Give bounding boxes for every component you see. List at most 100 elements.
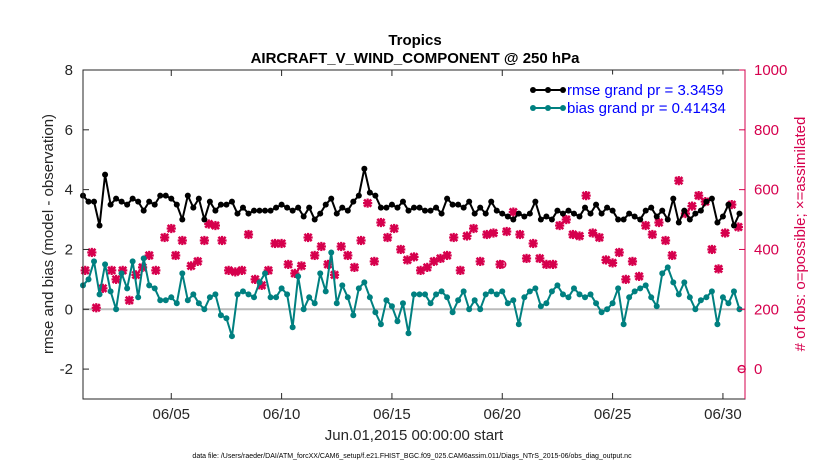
bias-point	[730, 288, 737, 295]
right-y-tick-label: 400	[754, 241, 779, 258]
bias-point	[565, 294, 572, 301]
obs-assimilated-marker	[660, 235, 671, 246]
rmse-point	[372, 192, 379, 199]
bias-point	[262, 270, 269, 277]
left-y-tick-label: 0	[65, 301, 73, 318]
rmse-point	[102, 171, 109, 178]
rmse-point	[670, 195, 677, 202]
rmse-point	[228, 198, 235, 205]
bias-point	[124, 285, 131, 292]
bias-point	[339, 282, 346, 289]
bias-point	[102, 261, 109, 268]
bias-point	[228, 333, 235, 340]
obs-assimilated-marker	[409, 252, 419, 262]
rmse-point	[184, 192, 191, 199]
obs-assimilated-marker	[277, 238, 287, 249]
bias-point	[670, 279, 677, 286]
bias-point	[725, 300, 732, 307]
bias-point	[96, 291, 103, 298]
rmse-point	[179, 216, 186, 223]
bias-point	[504, 300, 511, 307]
rmse-point	[504, 213, 511, 220]
rmse-point	[488, 198, 495, 205]
rmse-point	[388, 201, 395, 208]
rmse-point	[587, 210, 594, 217]
obs-assimilated-marker	[193, 256, 203, 267]
bias-point	[245, 291, 252, 298]
obs-assimilated-marker	[80, 265, 90, 275]
bias-point	[444, 294, 451, 301]
rmse-point	[306, 204, 313, 211]
obs-assimilated-marker	[608, 258, 618, 268]
bias-point	[559, 291, 566, 298]
bias-point	[333, 300, 340, 307]
bias-point	[455, 297, 462, 304]
bias-point	[372, 309, 379, 316]
rmse-point	[311, 216, 318, 223]
obs-assimilated-marker	[634, 271, 644, 281]
bias-point	[708, 288, 715, 295]
bias-point	[151, 285, 158, 292]
rmse-point	[444, 195, 451, 202]
bias-point	[399, 300, 406, 307]
obs-assimilated-marker	[535, 253, 545, 264]
data-file-footnote: data file: /Users/raeder/DAI/ATM_forcXX/…	[192, 453, 632, 460]
rmse-point	[405, 207, 412, 214]
rmse-point	[239, 204, 246, 211]
rmse-point	[151, 201, 158, 208]
obs-assimilated-marker	[111, 274, 121, 284]
rmse-point	[697, 207, 704, 214]
bias-point	[366, 294, 373, 301]
bias-point	[289, 324, 296, 331]
rmse-point	[615, 216, 622, 223]
bias-point	[146, 282, 153, 289]
right-y-tick-label: 1000	[754, 62, 787, 79]
x-tick-label: 06/10	[263, 406, 301, 423]
obs-assimilated-marker	[389, 223, 399, 234]
rmse-point	[664, 216, 671, 223]
rmse-point	[675, 219, 682, 226]
bias-point	[107, 288, 114, 295]
legend-bias-marker	[560, 105, 566, 111]
rmse-point	[273, 204, 280, 211]
bias-point	[284, 291, 291, 298]
rmse-point	[262, 207, 269, 214]
rmse-point	[559, 210, 566, 217]
rmse-point	[295, 204, 302, 211]
bias-point	[570, 285, 577, 292]
obs-assimilated-marker	[349, 262, 360, 272]
obs-assimilated-marker	[107, 265, 117, 275]
bias-point	[223, 315, 230, 322]
rmse-point	[714, 219, 721, 226]
rmse-point	[477, 204, 484, 211]
bias-point	[466, 306, 473, 313]
chart-subtitle: AIRCRAFT_V_WIND_COMPONENT @ 250 hPa	[251, 50, 581, 67]
rmse-point	[460, 204, 467, 211]
bias-point	[593, 300, 600, 307]
bias-point	[554, 282, 561, 289]
bias-point	[140, 255, 147, 262]
obs-assimilated-marker	[376, 217, 386, 228]
rmse-point	[736, 210, 743, 217]
bias-point	[388, 303, 395, 310]
obs-assimilated-marker	[581, 191, 591, 201]
obs-assimilated-marker	[160, 232, 170, 243]
rmse-point	[267, 207, 274, 214]
rmse-point	[339, 204, 346, 211]
bias-point	[521, 294, 528, 301]
legend-rmse-label: rmse grand pr = 3.3459	[567, 82, 723, 99]
plot-area	[80, 69, 746, 400]
bias-point	[620, 321, 627, 328]
left-y-tick-label: 2	[65, 241, 73, 258]
bias-point	[648, 294, 655, 301]
rmse-point	[206, 198, 213, 205]
bias-point	[604, 306, 611, 313]
rmse-point	[91, 198, 98, 205]
bias-point	[609, 300, 616, 307]
rmse-point	[212, 207, 219, 214]
bias-point	[85, 276, 92, 283]
bias-point	[344, 294, 351, 301]
rmse-point	[609, 207, 616, 214]
obs-assimilated-marker	[323, 259, 333, 270]
